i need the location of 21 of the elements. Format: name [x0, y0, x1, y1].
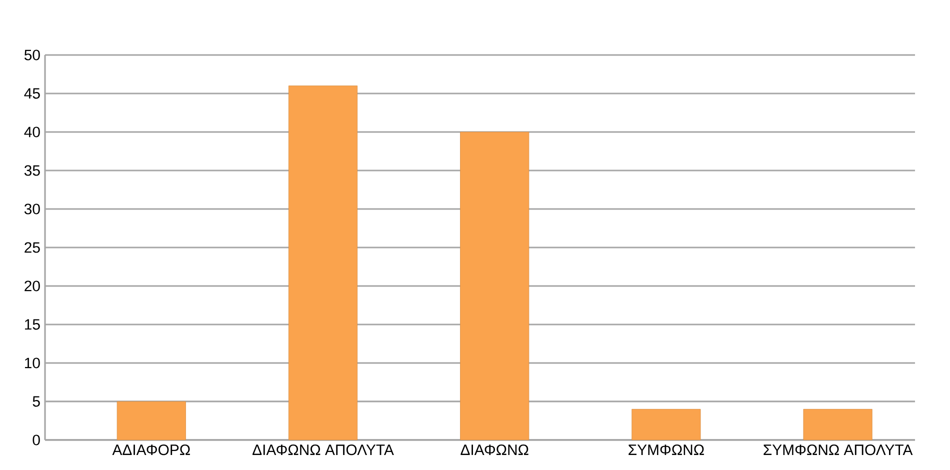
bar — [803, 408, 872, 440]
x-tick-label: ΣΥΜΦΩΝΩ ΑΠΟΛΥΤΑ — [764, 444, 913, 456]
y-tick-label: 45 — [24, 88, 40, 99]
x-tick-label: ΑΔΙΑΦΟΡΩ — [112, 444, 190, 456]
y-tick-label: 15 — [25, 319, 40, 330]
y-tick-label: 5 — [32, 396, 40, 407]
bar — [632, 408, 701, 440]
y-tick-label: 35 — [24, 165, 40, 176]
y-tick-label: 0 — [32, 434, 40, 446]
bar — [116, 401, 186, 440]
y-tick-label: 50 — [24, 50, 40, 60]
x-tick-label: ΣΥΜΦΩΝΩ — [628, 444, 704, 456]
x-tick-label: ΔΙΑΦΩΝΩ — [460, 444, 528, 456]
y-tick-label: 40 — [24, 126, 40, 138]
bar — [460, 132, 530, 440]
x-tick-label: ΔΙΑΦΩΝΩ ΑΠΟΛΥΤΑ — [252, 444, 394, 456]
y-tick-label: 30 — [24, 204, 40, 214]
y-tick-label: 20 — [24, 280, 40, 292]
bar — [288, 86, 358, 440]
y-tick-label: 25 — [24, 242, 40, 253]
y-tick-label: 10 — [25, 358, 40, 368]
